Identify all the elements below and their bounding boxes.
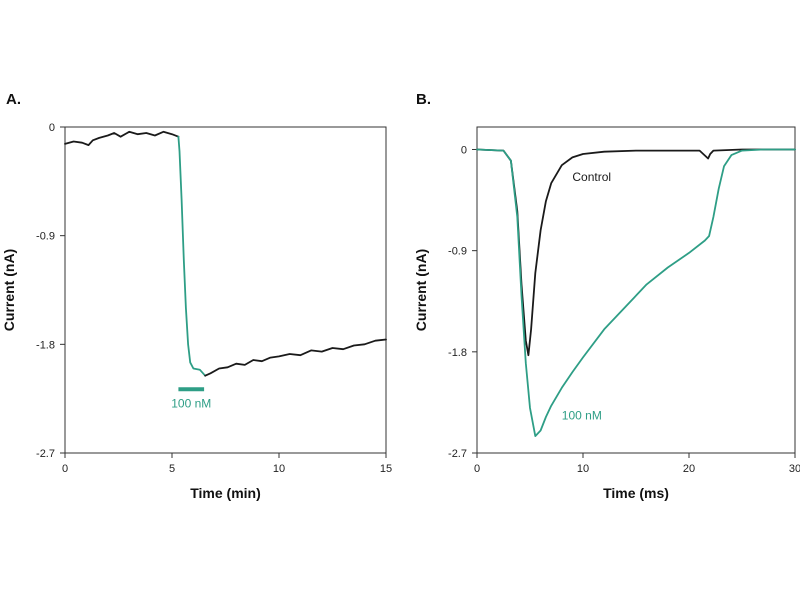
y-tick-label: -0.9: [36, 231, 55, 243]
y-tick-label: -0.9: [448, 246, 467, 258]
x-tick-label: 30: [789, 463, 800, 475]
annotation-label: 100 nM: [562, 408, 602, 422]
series-line-control: [476, 148, 796, 357]
panel-a: A. 0 5 10 15 0 -0.9 -1.8 -2.7 Time (min) Current (…: [1, 91, 392, 501]
series-line-100-nm: [476, 148, 796, 438]
y-tick-label: -2.7: [36, 448, 55, 460]
y-axis-title: Current (nA): [1, 249, 17, 331]
panel-b: B. 0 10 20 30 0 -0.9 -1.8 -2.7 Time (ms) Current (…: [413, 91, 800, 501]
x-tick-label: 20: [683, 463, 695, 475]
x-tick-label: 10: [273, 463, 285, 475]
x-tick-label: 0: [474, 463, 480, 475]
y-tick-label: -1.8: [448, 347, 467, 359]
panel-label: B.: [416, 91, 431, 108]
annotation-label: Control: [572, 170, 611, 184]
y-tick-label: 0: [461, 144, 467, 156]
y-axis-title: Current (nA): [413, 249, 429, 331]
x-axis-title: Time (ms): [603, 485, 669, 501]
x-tick-label: 5: [169, 463, 175, 475]
plot-frame: [64, 126, 387, 454]
y-tick-label: 0: [49, 122, 55, 134]
x-axis-title: Time (min): [190, 485, 261, 501]
y-tick-label: -2.7: [448, 448, 467, 460]
x-tick-label: 0: [62, 463, 68, 475]
y-tick-label: -1.8: [36, 339, 55, 351]
series-line-baseline: [64, 130, 180, 147]
x-tick-label: 15: [380, 463, 392, 475]
x-tick-label: 10: [577, 463, 589, 475]
plot-frame: [476, 126, 796, 454]
series-line-100-nm: [177, 135, 207, 377]
application-bar-label: 100 nM: [171, 396, 211, 410]
series-line-washout: [204, 338, 387, 377]
panel-label: A.: [6, 91, 21, 108]
